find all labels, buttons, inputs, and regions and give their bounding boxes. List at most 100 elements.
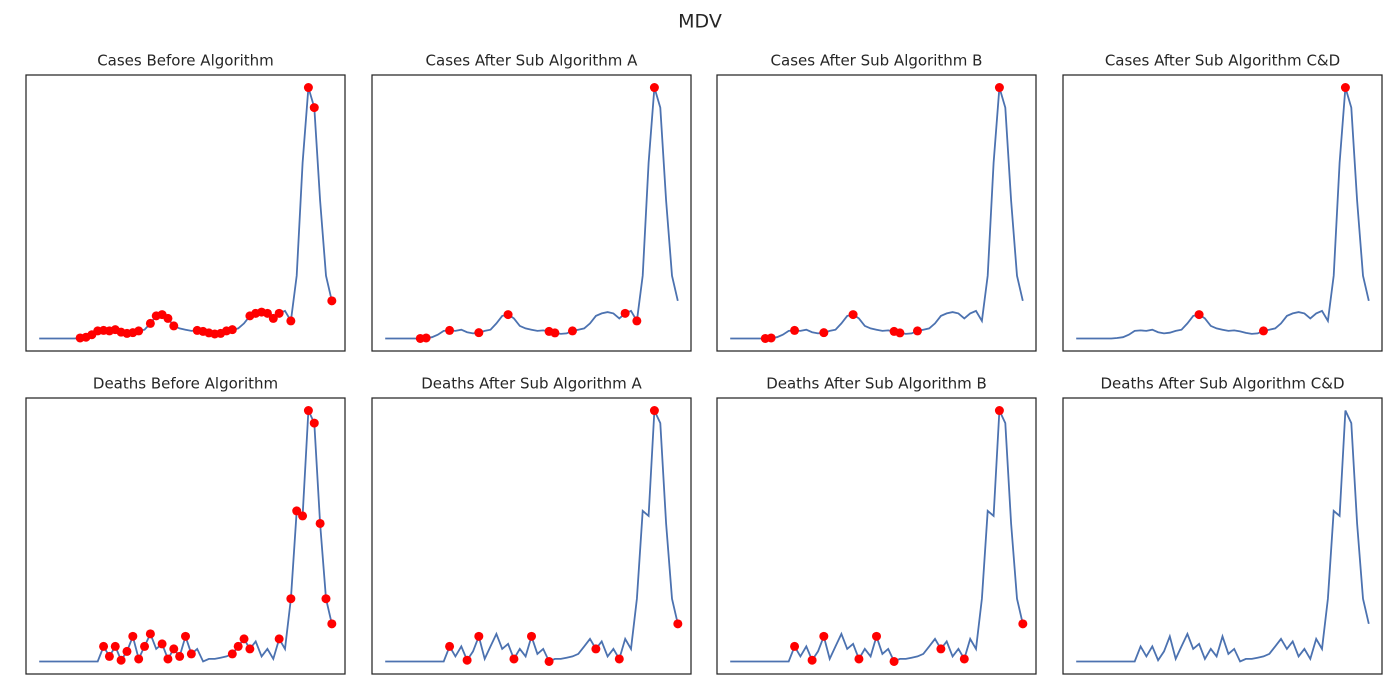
panel-title: Cases Before Algorithm (97, 52, 274, 70)
panel-title: Cases After Sub Algorithm B (771, 52, 983, 70)
peak-marker (1258, 326, 1268, 336)
line (1076, 410, 1370, 663)
peak-marker (994, 406, 1004, 416)
peak-marker (889, 656, 899, 666)
peak-marker (245, 644, 255, 654)
figure-title: MDV (678, 11, 722, 33)
peak-marker (445, 641, 455, 651)
peak-marker (895, 328, 905, 338)
peak-marker (157, 639, 167, 649)
peak-marker (994, 83, 1004, 93)
peak-marker (303, 83, 313, 93)
peak-marker (227, 325, 237, 335)
line (1076, 87, 1370, 340)
peak-marker (181, 631, 190, 641)
peak-marker (421, 333, 431, 343)
peak-marker (649, 406, 659, 416)
panel-frame (25, 397, 346, 675)
peak-marker (550, 328, 560, 338)
peak-marker (268, 313, 278, 323)
panel-title: Deaths After Sub Algorithm B (766, 375, 987, 393)
peak-marker (175, 651, 185, 661)
peak-marker (790, 641, 800, 651)
peak-marker (673, 619, 683, 629)
peak-marker (163, 313, 173, 323)
line (39, 410, 333, 663)
peak-marker (509, 654, 519, 664)
line (385, 87, 679, 340)
peak-marker (274, 308, 284, 318)
peak-marker (544, 656, 554, 666)
peak-marker (169, 321, 179, 331)
panel-frame (716, 74, 1037, 352)
peak-marker (591, 644, 601, 654)
panel-title: Deaths After Sub Algorithm C&D (1101, 375, 1345, 393)
peak-marker (1194, 310, 1204, 320)
peak-marker (614, 654, 624, 664)
peak-marker (145, 629, 155, 639)
peak-marker (321, 594, 331, 604)
peak-marker (134, 654, 144, 664)
peak-marker (140, 641, 150, 651)
peak-marker (766, 333, 776, 343)
peak-marker (239, 634, 249, 644)
peak-marker (936, 644, 946, 654)
panel-title: Deaths After Sub Algorithm A (421, 375, 642, 393)
peak-marker (99, 641, 109, 651)
peak-marker (819, 328, 829, 338)
peak-marker (854, 654, 864, 664)
panel-frame (371, 397, 692, 675)
panel-title: Deaths Before Algorithm (93, 375, 278, 393)
peak-marker (186, 649, 196, 659)
peak-marker (620, 308, 630, 318)
peak-marker (309, 418, 319, 428)
peak-marker (649, 83, 659, 93)
line (385, 410, 679, 663)
peak-marker (309, 103, 319, 113)
peak-marker (1018, 619, 1028, 629)
panel-title: Cases After Sub Algorithm C&D (1105, 52, 1340, 70)
peak-marker (292, 506, 302, 516)
peak-marker (462, 655, 472, 665)
peak-marker (169, 644, 179, 654)
peak-marker (104, 651, 114, 661)
peak-marker (145, 318, 155, 328)
peak-marker (227, 649, 237, 659)
peak-marker (315, 518, 325, 528)
panel-frame (1062, 397, 1383, 675)
peak-marker (122, 646, 132, 656)
line (39, 87, 333, 340)
peak-marker (503, 310, 513, 320)
peak-marker (848, 310, 858, 320)
peak-marker (110, 641, 120, 651)
peak-marker (474, 328, 484, 338)
peak-marker (567, 326, 577, 336)
peak-marker (912, 326, 922, 336)
peak-marker (128, 631, 138, 641)
peak-marker (262, 308, 272, 318)
peak-marker (298, 511, 308, 521)
peak-marker (445, 325, 455, 335)
peak-marker (327, 619, 337, 629)
peak-marker (303, 406, 313, 416)
peak-marker (632, 316, 642, 326)
peak-marker (134, 326, 144, 336)
peak-marker (474, 631, 484, 641)
peak-marker (819, 631, 829, 641)
line (730, 410, 1024, 663)
line (730, 87, 1024, 340)
peak-marker (959, 654, 969, 664)
peak-marker (233, 641, 243, 651)
peak-marker (286, 594, 296, 604)
peak-marker (872, 631, 881, 641)
peak-marker (286, 316, 296, 326)
panel-frame (716, 397, 1037, 675)
panel-title: Cases After Sub Algorithm A (426, 52, 639, 70)
peak-marker (116, 655, 126, 665)
peak-marker (274, 634, 284, 644)
peak-marker (790, 325, 800, 335)
peak-marker (163, 654, 173, 664)
peak-marker (327, 296, 337, 306)
panel-frame (25, 74, 346, 352)
